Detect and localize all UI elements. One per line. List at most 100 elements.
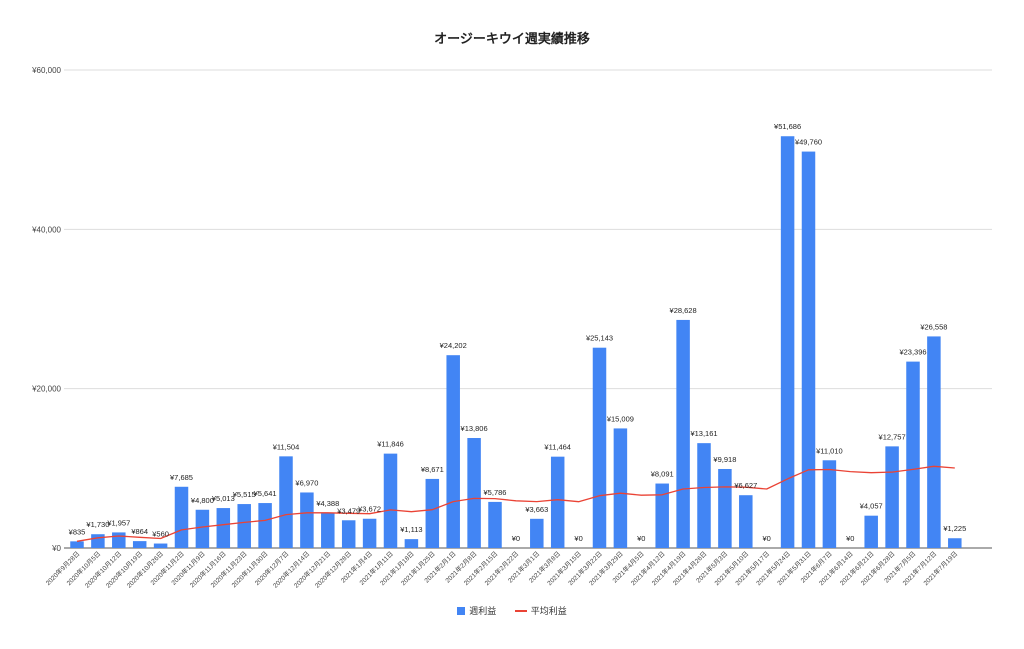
data-label: ¥4,800 [191,496,214,505]
data-label: ¥13,161 [690,429,717,438]
legend-line-swatch [514,609,527,612]
bar [927,336,941,548]
y-tick-label: ¥40,000 [31,225,61,234]
data-label: ¥835 [69,527,86,536]
bar [91,534,105,548]
bar [467,438,481,548]
legend-line-label: 平均利益 [530,606,567,616]
data-label: ¥0 [846,534,854,543]
bar [425,478,440,548]
bar [153,543,168,548]
legend-item-line[interactable]: 平均利益 [514,604,567,617]
data-label: ¥864 [131,527,148,536]
bar [697,443,711,548]
x-tick-label: 2020年12月28日 [313,549,354,590]
bar [362,518,377,548]
data-label: ¥0 [763,534,771,543]
data-label: ¥1,957 [107,518,130,527]
bar [780,136,795,548]
bar [906,361,920,548]
data-label: ¥1,730 [86,520,109,529]
bar [613,428,628,548]
x-tick-label: 2020年10月19日 [104,549,145,590]
data-label: ¥24,202 [440,341,467,350]
data-label: ¥11,010 [816,446,843,455]
y-tick-label: ¥20,000 [31,385,61,394]
data-label: ¥0 [637,534,645,543]
chart-title: オージーキウイ週実績推移 [434,31,590,46]
data-label: ¥15,009 [607,414,634,423]
bar [718,468,732,548]
data-label: ¥11,846 [377,440,404,449]
bar [739,495,753,548]
data-label: ¥25,143 [586,334,613,343]
data-label: ¥12,757 [879,432,906,441]
bar [258,503,272,548]
data-label: ¥560 [152,530,169,539]
data-label: ¥8,671 [421,465,444,474]
data-label: ¥11,504 [273,442,300,451]
x-tick-label: 2020年11月16日 [187,549,227,589]
data-label: ¥7,685 [170,473,193,482]
legend-bar-swatch [457,606,466,615]
y-tick-label: ¥60,000 [31,66,61,75]
x-tick-label: 2020年12月21日 [292,549,333,590]
bar [195,509,210,548]
data-label: ¥13,806 [461,424,488,433]
y-axis-ticks: ¥0 ¥20,000 ¥40,000 ¥60,000 [31,66,61,553]
data-label: ¥23,396 [899,348,926,357]
bar [237,504,251,548]
x-axis-ticks: 2020年9月28日2020年10月5日2020年10月12日2020年10月1… [43,549,959,590]
bar [676,319,690,548]
data-label: ¥4,057 [860,502,883,511]
data-labels: ¥835¥1,730¥1,957¥864 ¥560 ¥7,685 ¥4,800¥5,0… [69,122,967,543]
x-tick-label: 2020年11月23日 [208,549,248,589]
bar [488,501,502,548]
bar [112,532,126,548]
x-tick-label: 2020年12月14日 [271,549,312,590]
data-label: ¥0 [574,534,582,543]
data-label: ¥3,663 [525,505,548,514]
average-line [76,465,955,542]
data-label: ¥49,760 [795,138,822,147]
data-label: ¥5,641 [254,489,277,498]
data-label: ¥0 [512,534,520,543]
bar [341,520,356,548]
line-series [76,465,955,542]
data-label: ¥28,628 [670,306,697,315]
data-label: ¥6,970 [295,478,318,487]
data-label: ¥3,672 [358,505,381,514]
data-label: ¥8,091 [651,470,674,479]
bar [550,456,565,548]
bar [592,347,607,548]
bar [864,515,878,548]
data-label: ¥5,515 [233,490,256,499]
bar [801,151,816,548]
y-tick-label: ¥0 [51,544,61,553]
data-label: ¥1,225 [943,524,966,533]
bar [216,508,231,548]
legend: 週利益 平均利益 [0,604,1024,617]
data-label: ¥6,627 [734,481,757,490]
data-label: ¥4,388 [316,499,339,508]
bar [404,539,419,548]
x-tick-label: 2021年7月19日 [921,549,959,587]
legend-bar-label: 週利益 [469,606,497,616]
data-label: ¥5,786 [484,488,507,497]
bar [948,538,962,548]
bar [132,541,147,548]
data-label: ¥9,918 [713,455,736,464]
bar [300,492,314,548]
bar [321,513,335,548]
bar [822,460,837,548]
data-label: ¥11,464 [544,443,571,452]
bar-series [70,136,962,548]
x-tick-label: 2020年11月30日 [229,549,269,589]
bar [174,486,189,548]
bar [446,355,460,548]
legend-item-bar[interactable]: 週利益 [457,604,496,617]
gridlines [64,69,992,549]
bar [70,541,84,548]
data-label: ¥3,479 [337,506,360,515]
